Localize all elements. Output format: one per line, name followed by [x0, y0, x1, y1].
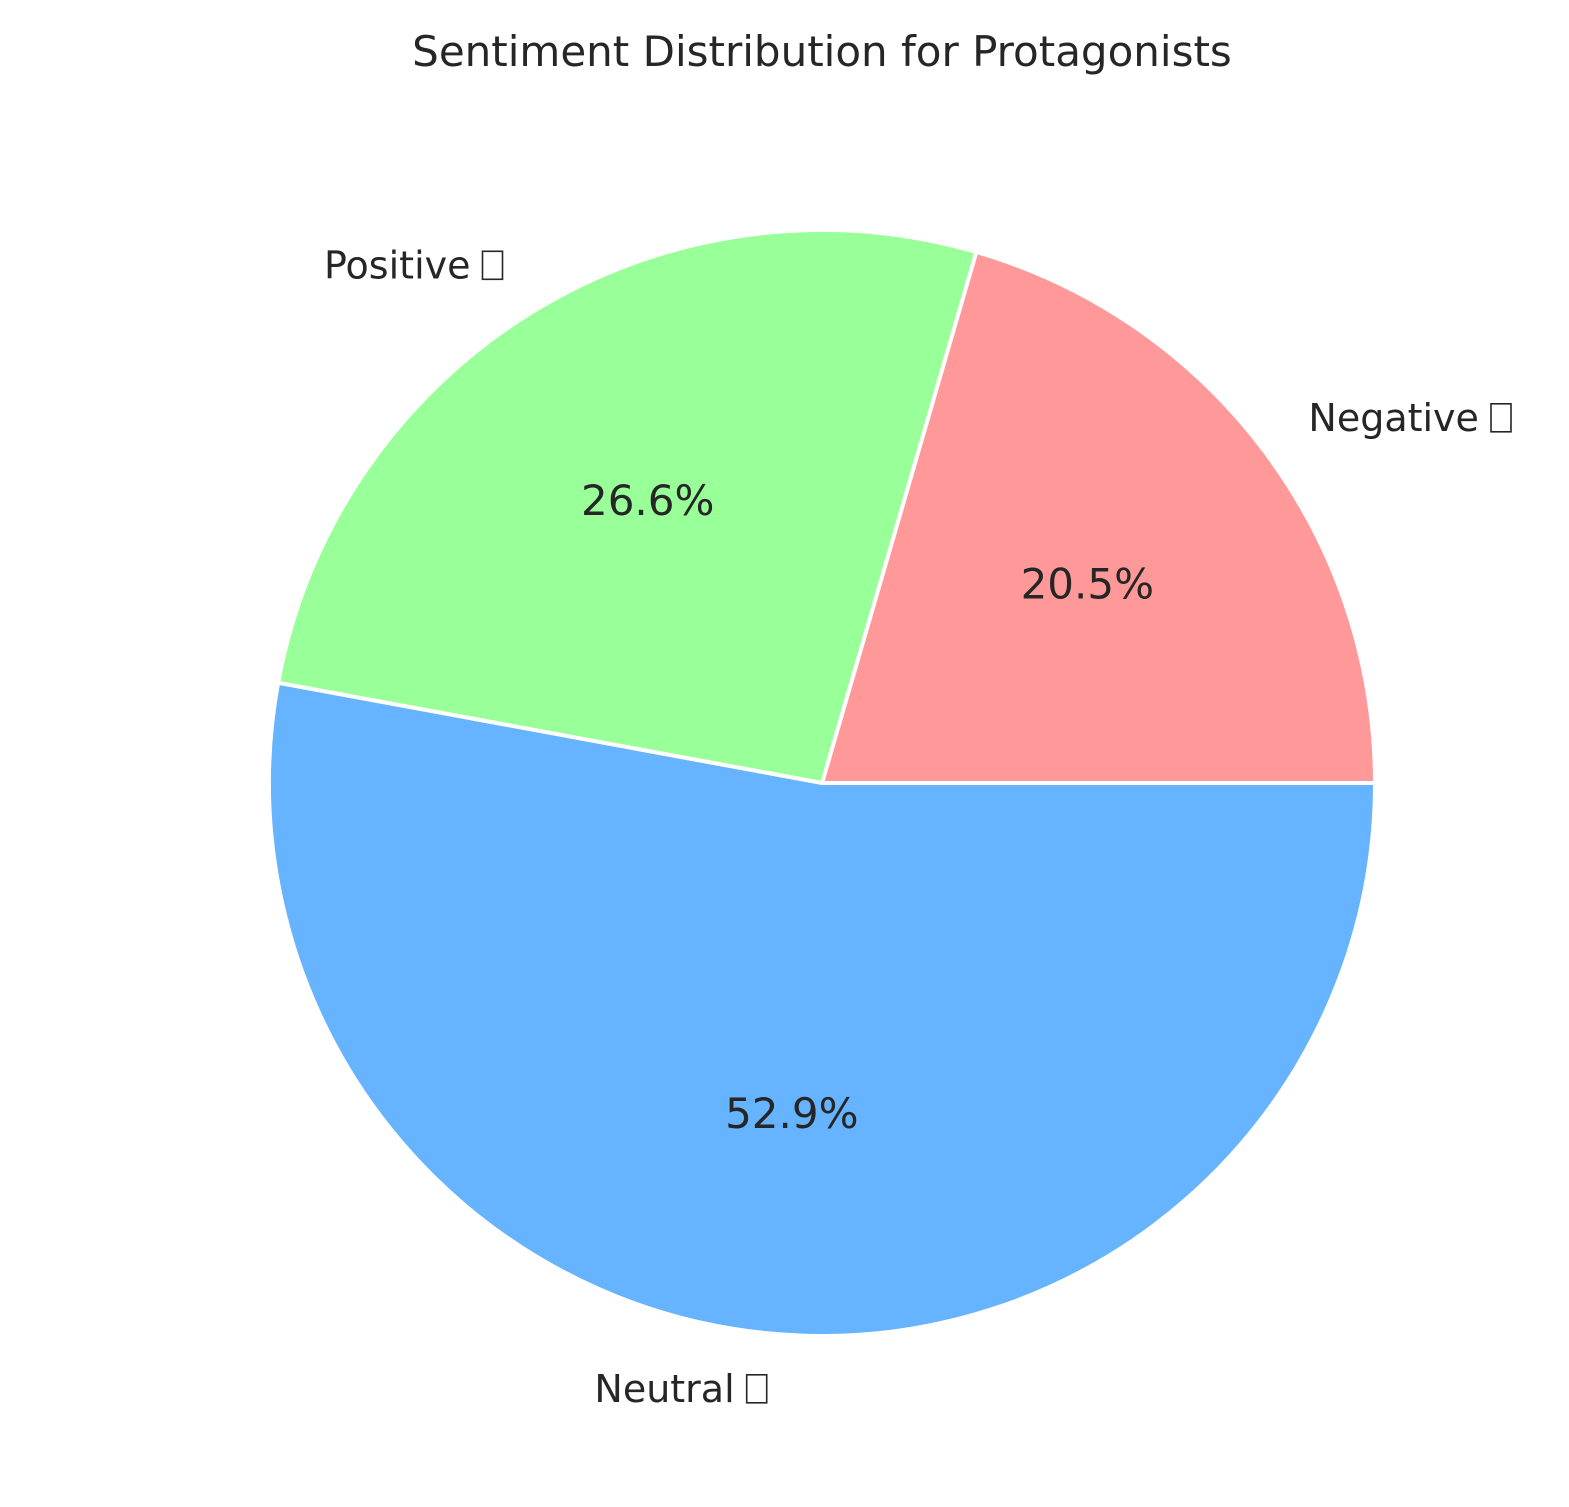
pie-slices	[267, 228, 1377, 1338]
category-label-text: Negative	[1308, 396, 1479, 440]
missing-glyph-icon	[481, 250, 504, 281]
missing-glyph-icon	[1490, 402, 1512, 433]
category-label-text: Positive	[324, 243, 471, 287]
category-label-negative: Negative	[1308, 396, 1512, 440]
missing-glyph-icon	[745, 1374, 768, 1404]
category-labels: Negative Positive Neutral	[324, 243, 1512, 1411]
pct-label-negative: 20.5%	[1021, 559, 1154, 608]
category-label-neutral: Neutral	[594, 1367, 768, 1411]
pct-label-positive: 26.6%	[581, 476, 714, 525]
category-label-positive: Positive	[324, 243, 504, 287]
pct-label-neutral: 52.9%	[725, 1089, 858, 1138]
pie-slice-neutral	[267, 680, 1377, 1338]
category-label-text: Neutral	[594, 1367, 734, 1411]
pie-slice-negative	[820, 249, 1377, 785]
percent-labels: 20.5% 26.6% 52.9%	[581, 476, 1154, 1138]
chart-title: Sentiment Distribution for Protagonists	[412, 27, 1232, 76]
pie-slice-positive	[276, 228, 979, 785]
